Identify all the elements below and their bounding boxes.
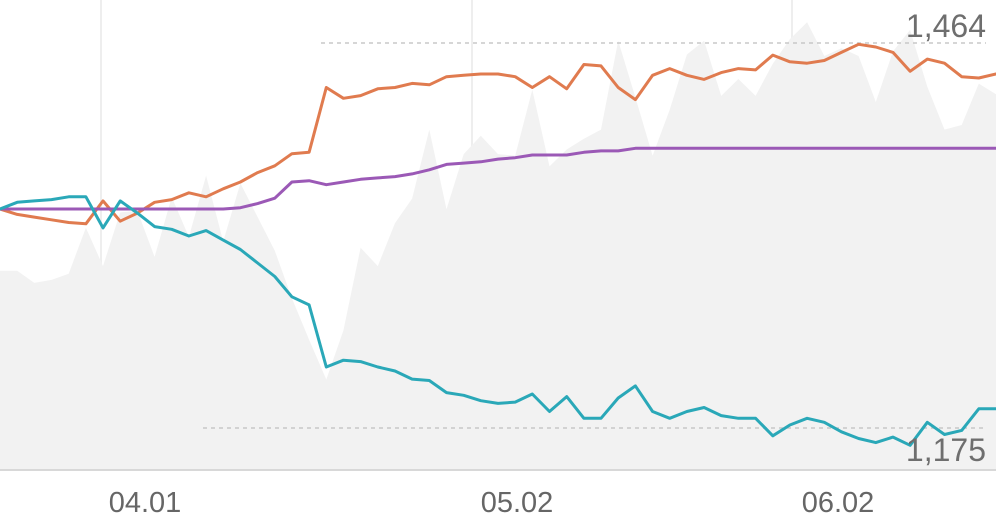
min-value-label: 1,175: [906, 432, 986, 468]
x-tick-labels: 04.01 05.02 06.02: [109, 487, 875, 519]
background-area-series: [0, 22, 996, 471]
purple-line-series: [0, 146, 996, 211]
x-tick-label: 05.02: [481, 487, 554, 519]
teal-line-series: [0, 195, 996, 447]
x-tick-label: 04.01: [109, 487, 182, 519]
x-tick-label: 06.02: [802, 487, 875, 519]
max-value-label: 1,464: [906, 8, 986, 44]
orange-line-series: [0, 42, 996, 226]
line-series-group: [0, 42, 996, 447]
